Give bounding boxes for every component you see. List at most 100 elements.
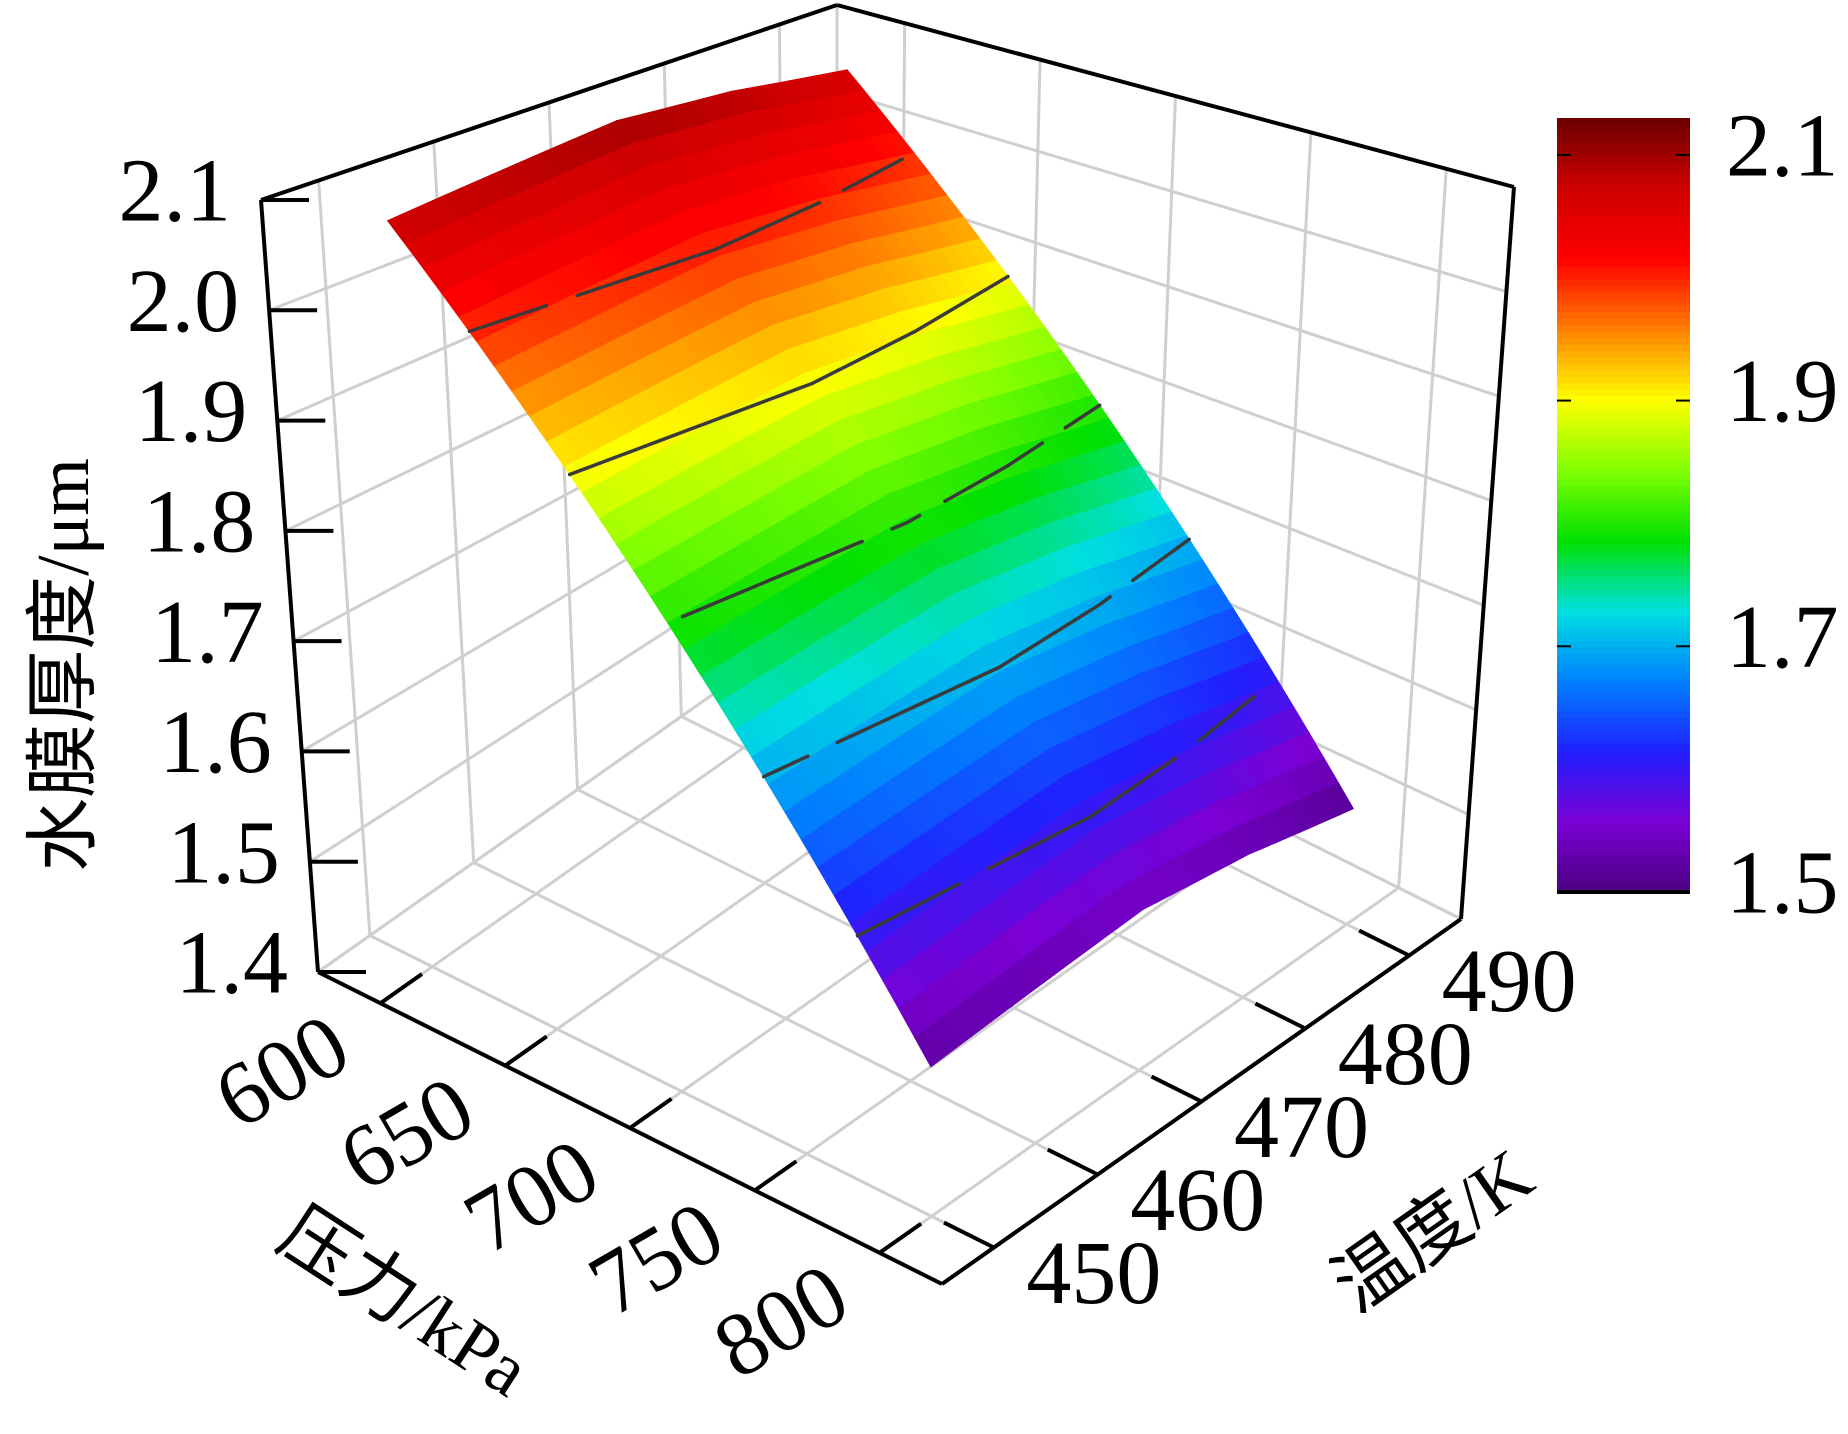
y-tick (1046, 1147, 1099, 1177)
contour-line (905, 513, 922, 525)
colorbar-segment (1557, 266, 1690, 274)
colorbar-segment (1557, 247, 1690, 255)
colorbar-segment (1557, 601, 1690, 609)
colorbar-segment (1557, 679, 1690, 687)
contour-line (800, 558, 820, 569)
contour-line (997, 657, 1014, 669)
colorbar-segment (1557, 524, 1690, 532)
colorbar-segment (1557, 395, 1690, 403)
contour-line (879, 713, 899, 724)
contour-line (725, 589, 745, 600)
colorbar-segment (1557, 459, 1690, 467)
contour-line (913, 896, 932, 908)
contour-line (1063, 418, 1079, 430)
colorbar-segment (1557, 253, 1690, 261)
contour-line (498, 314, 518, 323)
contour-line (1149, 764, 1165, 777)
colorbar-segment (1557, 859, 1690, 867)
colorbar-segment (1557, 808, 1690, 816)
x-tick (878, 1221, 923, 1255)
grid-line (878, 886, 1400, 1255)
colorbar-segment (1557, 698, 1690, 706)
colorbar-segment (1557, 505, 1690, 513)
colorbar-segment (1557, 543, 1690, 551)
contour-line (776, 761, 795, 772)
surface-patch (914, 1027, 945, 1068)
contour-line (1059, 618, 1076, 631)
colorbar-segment (1557, 343, 1690, 351)
contour-line (1208, 721, 1223, 734)
contour-line (1097, 595, 1112, 607)
colorbar-segment (1557, 756, 1690, 764)
contour-line (606, 278, 626, 287)
contour-line (598, 455, 617, 465)
contour-line (876, 163, 893, 174)
contour-line (994, 274, 1010, 286)
colorbar-segment (1557, 550, 1690, 558)
colorbar-segment (1557, 427, 1690, 435)
colorbar-segment (1557, 363, 1690, 371)
axis-line (259, 199, 320, 973)
contour-line (955, 485, 972, 496)
colorbar-segment (1557, 421, 1690, 429)
contour-line (770, 571, 790, 581)
contour-line (928, 889, 947, 901)
contour-line (836, 362, 853, 373)
colorbar-segment (1557, 711, 1690, 719)
contour-line (1137, 773, 1153, 786)
contour-line (583, 461, 602, 471)
contour-line (849, 355, 866, 366)
colorbar-segment (1557, 466, 1690, 474)
colorbar-segment (1557, 692, 1690, 700)
contour-line (1017, 448, 1033, 460)
contour-line (765, 392, 784, 403)
colorbar-segment (1557, 569, 1690, 577)
colorbar-segment (1557, 556, 1690, 564)
colorbar-segment (1557, 750, 1690, 758)
grid-line (1397, 168, 1448, 888)
x-tick (379, 972, 424, 1005)
contour-line (628, 444, 648, 454)
grid-line (836, 89, 1507, 294)
contour-line (683, 252, 702, 262)
contour-line (909, 699, 928, 710)
contour-line (1153, 554, 1169, 566)
contour-line (791, 206, 809, 217)
contour-line (900, 329, 917, 340)
contour-line (1142, 562, 1158, 574)
contour-line (1164, 545, 1180, 558)
contour-line (865, 169, 881, 180)
colorbar-segment (1557, 634, 1690, 642)
z-tick-label: 1.4 (176, 914, 289, 1013)
colorbar-tick-label: 2.1 (1726, 97, 1839, 196)
contour-line (959, 295, 975, 306)
colorbar-segment (1557, 369, 1690, 377)
contour-line (1022, 642, 1039, 654)
colorbar-segment (1557, 208, 1690, 216)
colorbar-segment (1557, 763, 1690, 771)
contour-line (467, 324, 487, 334)
colorbar-segment (1557, 446, 1690, 454)
contour-line (887, 336, 904, 347)
colorbar-segment (1557, 595, 1690, 603)
contour-line (1010, 649, 1027, 662)
colorbar-segment (1557, 827, 1690, 835)
contour-line (1219, 712, 1234, 725)
contour-line (1086, 403, 1102, 415)
contour-line (1029, 837, 1048, 849)
contour-line (899, 904, 918, 916)
contour-line (643, 438, 663, 448)
colorbar-segment (1557, 730, 1690, 738)
colorbar-segment (1557, 118, 1690, 126)
contour-line (815, 552, 835, 562)
contour-line (830, 545, 849, 556)
colorbar-segment (1557, 272, 1690, 280)
y-tick (943, 1220, 995, 1250)
contour-line (590, 283, 610, 293)
colorbar-segment (1557, 279, 1690, 287)
contour-line (726, 235, 744, 246)
colorbar-segment (1557, 582, 1690, 590)
contour-line (982, 281, 999, 292)
z-tick-label: 1.7 (151, 583, 264, 682)
contour-line (575, 288, 595, 298)
